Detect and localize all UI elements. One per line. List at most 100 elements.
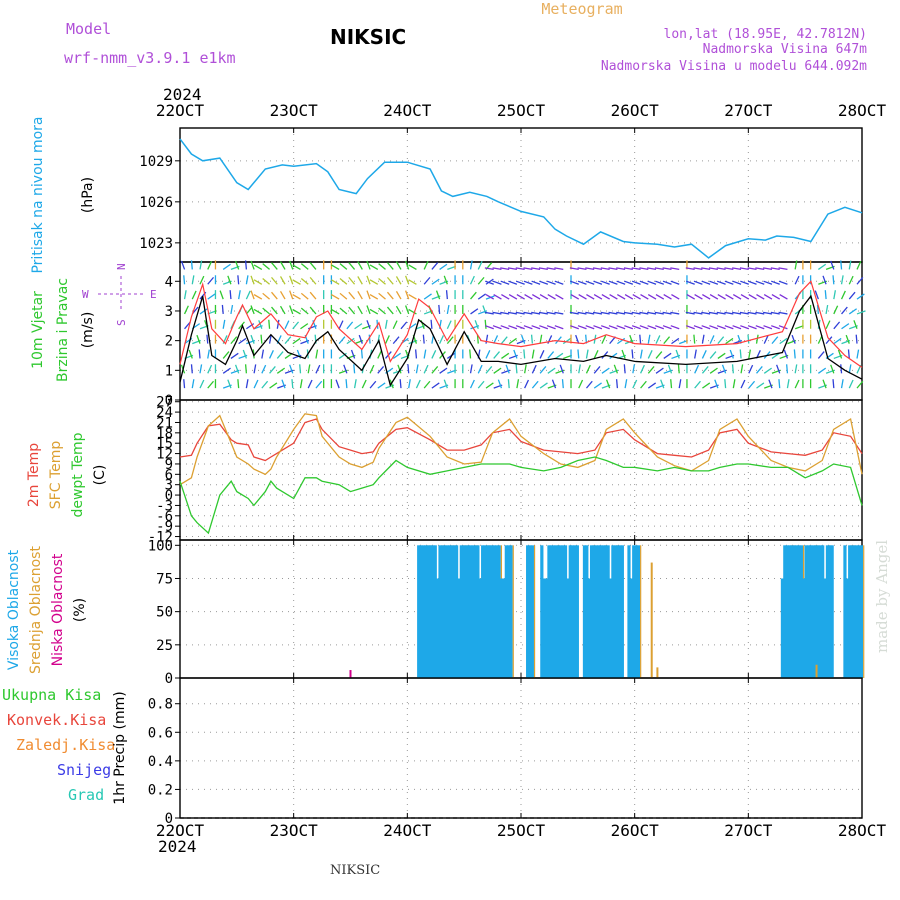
wind-arrow bbox=[660, 379, 665, 389]
wind-arrow bbox=[279, 276, 286, 285]
wind-arrow bbox=[732, 267, 742, 271]
wind-arrow bbox=[300, 277, 309, 285]
high-cloud-bar bbox=[780, 578, 785, 678]
wind-compass: N W E S bbox=[82, 263, 157, 326]
y-tick-label: 25 bbox=[156, 638, 173, 654]
wind-arrow bbox=[289, 290, 294, 300]
wind-arrow bbox=[701, 267, 711, 271]
wind-arrow bbox=[686, 294, 696, 300]
mid-cloud-bar bbox=[512, 545, 514, 678]
wind-arrow bbox=[716, 325, 726, 330]
wind-arrow bbox=[554, 267, 564, 271]
wind-arrow bbox=[300, 307, 309, 315]
wind-arrow bbox=[269, 382, 278, 389]
wind-arrow bbox=[470, 308, 479, 315]
wind-arrow bbox=[331, 264, 340, 270]
wind-arrow bbox=[778, 280, 788, 285]
high-cloud-bar bbox=[848, 545, 852, 678]
wind-arrow bbox=[339, 263, 348, 270]
wind-arrow bbox=[539, 334, 543, 344]
wind-arrow bbox=[508, 325, 518, 330]
wind-arrow bbox=[408, 308, 417, 315]
wind-arrow bbox=[779, 294, 788, 300]
high-cloud-bar bbox=[530, 545, 534, 678]
wind-arrow bbox=[395, 305, 402, 315]
wind-arrow bbox=[386, 306, 394, 315]
high-cloud-bar bbox=[540, 545, 544, 678]
wind-arrow bbox=[655, 325, 664, 330]
wind-arrow bbox=[361, 379, 367, 389]
wind-arrow bbox=[539, 325, 549, 330]
wind-arrow bbox=[562, 337, 572, 345]
high-cloud-bar bbox=[481, 545, 485, 678]
wind-arrow bbox=[408, 379, 411, 389]
wind-arrow bbox=[530, 334, 534, 344]
wind-arrow bbox=[616, 311, 626, 315]
wind-arrow bbox=[600, 280, 610, 285]
wind-arrow bbox=[732, 311, 742, 315]
wind-arrow bbox=[694, 294, 703, 300]
wind-arrow bbox=[856, 293, 865, 300]
wind-arrow bbox=[547, 335, 553, 344]
wind-arrow bbox=[667, 364, 673, 374]
wind-arrow bbox=[199, 379, 205, 389]
compass-w: W bbox=[82, 288, 89, 301]
y-tick-label: 100 bbox=[148, 538, 173, 554]
wind-arrow bbox=[794, 364, 798, 374]
high-cloud-bar bbox=[433, 545, 437, 678]
wind-arrow bbox=[693, 267, 703, 271]
wind-arrow bbox=[191, 379, 195, 389]
wind-arrow bbox=[724, 267, 734, 271]
wind-arrow bbox=[709, 294, 719, 300]
wind-arrow bbox=[357, 261, 363, 270]
high-cloud-bar bbox=[526, 545, 530, 678]
wind-arrow bbox=[405, 260, 410, 270]
wind-arrow bbox=[508, 337, 517, 345]
wind-arrow bbox=[357, 276, 363, 285]
wind-arrow bbox=[268, 334, 272, 344]
wind-arrow bbox=[617, 337, 626, 345]
high-cloud-bar bbox=[485, 545, 489, 678]
wind-arrow bbox=[671, 337, 680, 345]
wind-arrow bbox=[292, 264, 301, 270]
high-cloud-bar bbox=[568, 545, 572, 678]
wind-arrow bbox=[714, 379, 719, 389]
high-cloud-bar bbox=[419, 545, 423, 678]
wind-arrow bbox=[539, 365, 547, 374]
wind-arrow bbox=[477, 380, 485, 389]
high-cloud-bar bbox=[825, 545, 830, 678]
y-tick-label: 0 bbox=[165, 488, 173, 504]
wind-arrow bbox=[289, 364, 294, 374]
wind-arrow bbox=[725, 294, 734, 300]
high-cloud-bar bbox=[466, 545, 471, 678]
wind-arrow bbox=[755, 280, 765, 285]
wind-arrow bbox=[227, 379, 232, 389]
wind-arrow bbox=[470, 291, 477, 300]
mid-cloud-bar bbox=[656, 667, 659, 678]
wind-arrow bbox=[585, 380, 593, 389]
wind-arrow bbox=[578, 379, 584, 389]
y-tick-label: 0.4 bbox=[148, 754, 173, 770]
wind-arrow bbox=[856, 276, 864, 285]
wind-arrow bbox=[315, 380, 323, 389]
wind-arrow bbox=[339, 307, 348, 315]
high-cloud-bar bbox=[608, 578, 613, 678]
wind-arrow bbox=[814, 290, 819, 300]
wind-arrow bbox=[702, 382, 711, 389]
wind-arrow bbox=[708, 311, 718, 315]
wind-arrow bbox=[848, 275, 854, 285]
wind-arrow bbox=[423, 276, 431, 285]
wind-arrow bbox=[763, 325, 773, 330]
wind-arrow bbox=[531, 380, 539, 389]
wind-arrow bbox=[300, 292, 309, 300]
wind-arrow bbox=[578, 294, 587, 300]
high-cloud-bar bbox=[507, 545, 511, 678]
wind-arrow bbox=[199, 364, 203, 374]
wind-arrow bbox=[262, 292, 270, 300]
wind-arrow bbox=[315, 364, 321, 374]
wind-arrow bbox=[647, 267, 657, 271]
wind-arrow bbox=[439, 263, 448, 270]
wind-arrow bbox=[268, 350, 274, 359]
wind-arrow bbox=[431, 365, 439, 374]
